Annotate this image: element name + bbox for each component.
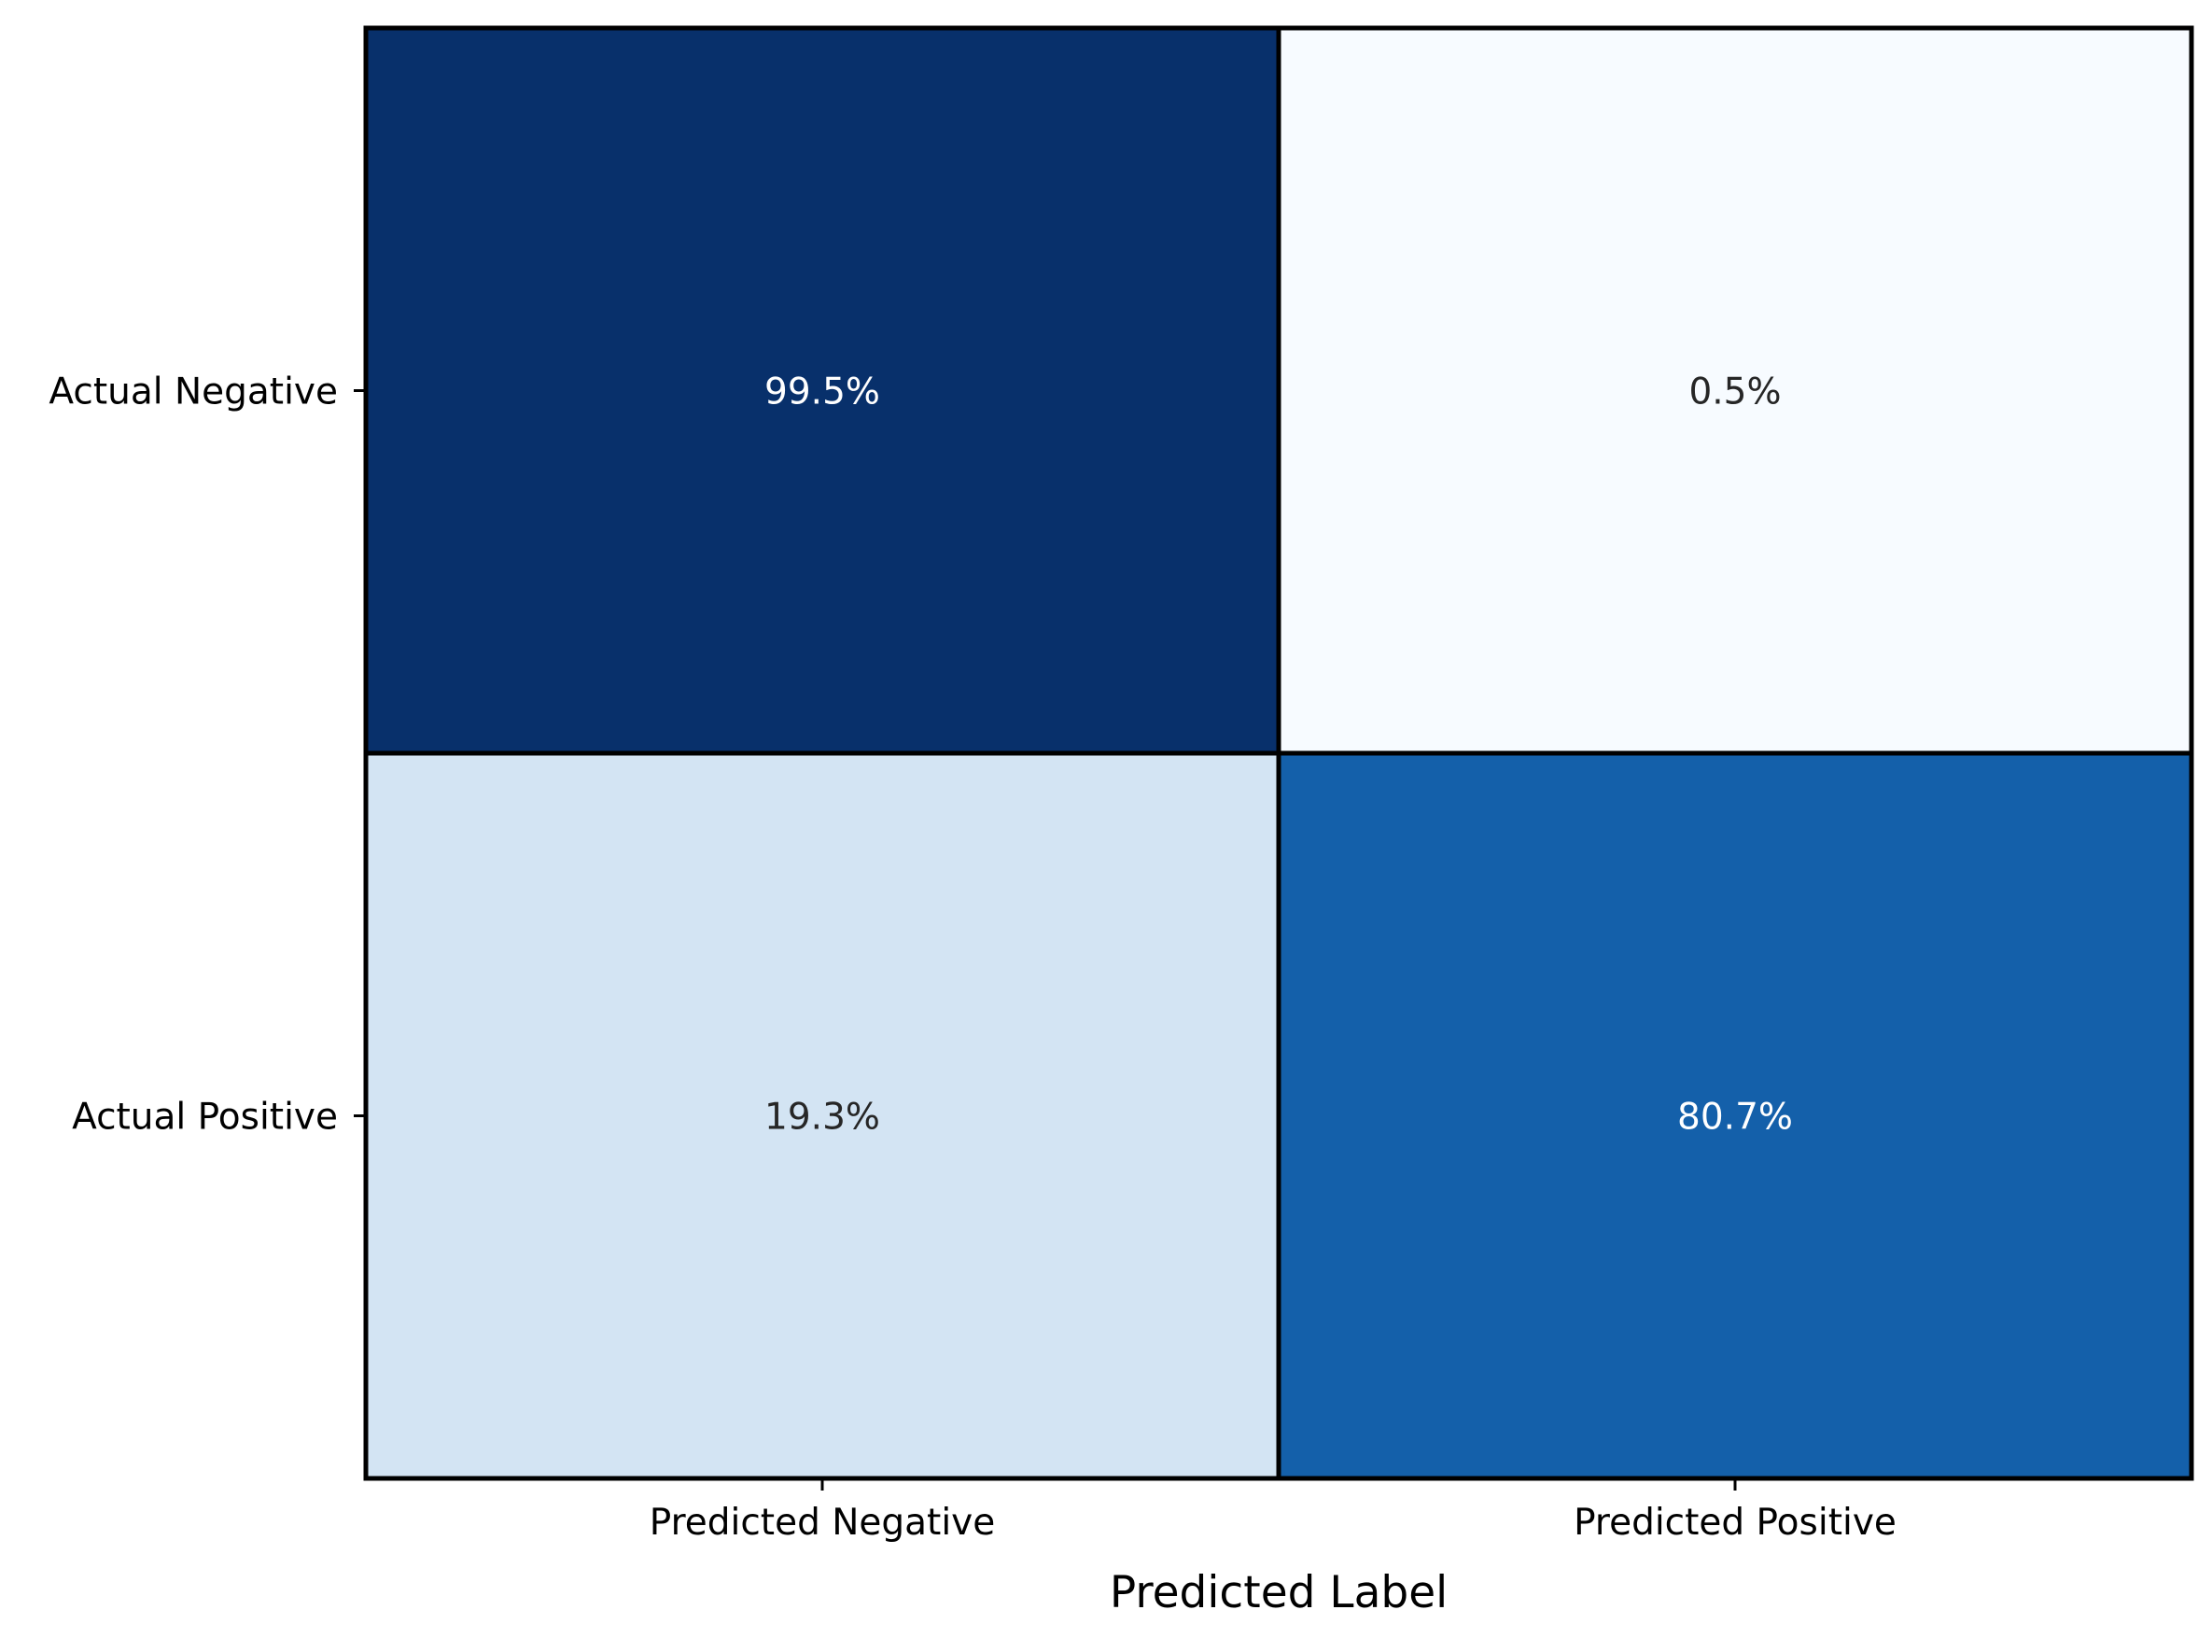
x-tick-label: Predicted Positive	[1574, 1502, 1897, 1544]
y-tick-label: Actual Positive	[72, 1097, 338, 1139]
heatmap-cell-2-1	[363, 750, 1281, 1481]
heatmap-cell-1-2	[1276, 25, 2194, 756]
y-axis: Actual Negative Actual Positive	[49, 371, 366, 1139]
plot-frame	[364, 26, 2193, 1480]
x-axis: Predicted Negative Predicted Positive	[650, 1478, 1897, 1544]
cell-value-label-1-2: 0.5%	[1688, 371, 1781, 413]
cell-value-label-2-1: 19.3%	[764, 1097, 880, 1139]
heatmap-cell-labels: 99.5% 0.5% 19.3% 80.7%	[764, 371, 1793, 1139]
heatmap-cell-1-1	[363, 25, 1281, 756]
cell-value-label-2-2: 80.7%	[1677, 1097, 1793, 1139]
heatmap-cell-2-2	[1276, 750, 2194, 1481]
x-tick-label: Predicted Negative	[650, 1502, 996, 1544]
heatmap-cells	[363, 25, 2194, 1481]
cell-value-label-1-1: 99.5%	[764, 371, 880, 413]
x-axis-title: Predicted Label	[1110, 1567, 1448, 1618]
y-tick-label: Actual Negative	[49, 371, 338, 413]
